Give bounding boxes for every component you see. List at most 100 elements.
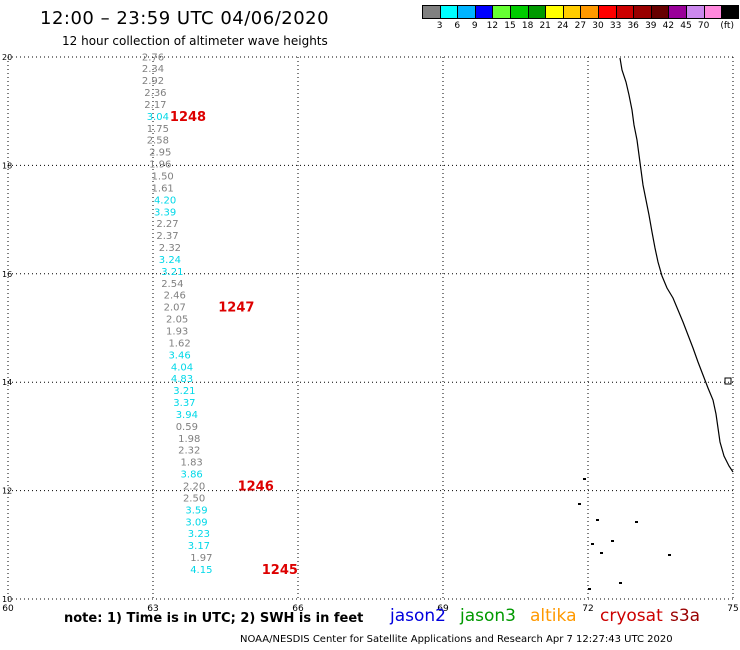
color-scale-label: 6 <box>454 21 461 31</box>
island <box>668 554 671 556</box>
longitude-tick-label: 69 <box>437 604 449 614</box>
swh-label: 3.94 <box>176 410 198 421</box>
time-label: 1245 <box>262 563 298 578</box>
longitude-tick-label: 63 <box>147 604 158 614</box>
swh-label: 4.04 <box>171 362 193 373</box>
credit-line: NOAA/NESDIS Center for Satellite Applica… <box>240 634 673 645</box>
swh-label: 1.97 <box>190 553 212 564</box>
latitude-tick-label: 20 <box>2 53 12 62</box>
color-swatch <box>422 5 440 19</box>
swh-label: 1.83 <box>181 458 203 469</box>
swh-label: 2.36 <box>144 88 166 99</box>
island <box>578 503 581 505</box>
swh-label: 1.96 <box>149 160 171 171</box>
color-scale-label: 30 <box>592 21 604 31</box>
color-scale-label: 42 <box>662 21 675 31</box>
page-subtitle: 12 hour collection of altimeter wave hei… <box>62 34 328 48</box>
color-scale-label: 70 <box>697 21 710 31</box>
swh-label: 2.58 <box>147 136 169 147</box>
color-scale-label: 45 <box>680 21 692 31</box>
island <box>611 540 614 542</box>
time-label: 1246 <box>238 480 274 495</box>
color-swatch <box>633 5 651 19</box>
color-scale-label: 27 <box>574 21 587 31</box>
color-swatch <box>650 5 669 19</box>
swh-label: 3.09 <box>185 517 207 528</box>
swh-label: 1.61 <box>152 183 174 194</box>
island <box>635 521 638 523</box>
swh-label: 2.54 <box>161 279 183 290</box>
swh-label: 3.37 <box>173 398 195 409</box>
swh-label: 3.21 <box>161 267 183 278</box>
footer-note: note: 1) Time is in UTC; 2) SWH is in fe… <box>64 611 364 626</box>
swh-label: 2.32 <box>159 243 181 254</box>
color-swatch <box>685 5 704 19</box>
island <box>583 478 586 480</box>
color-swatch <box>509 5 528 19</box>
swh-label: 2.46 <box>164 291 186 302</box>
color-swatch <box>668 5 686 19</box>
color-scale-label: 33 <box>609 21 622 31</box>
swh-label: 1.62 <box>168 338 190 349</box>
swh-label: 3.21 <box>173 386 195 397</box>
time-label: 1247 <box>218 301 254 316</box>
color-swatch <box>439 5 458 19</box>
longitude-tick-label: 60 <box>2 604 14 614</box>
swh-label: 2.17 <box>144 100 166 111</box>
color-swatch <box>474 5 493 19</box>
swh-label: 1.93 <box>166 327 188 338</box>
color-scale-label: 9 <box>471 21 478 31</box>
latitude-tick-label: 14 <box>2 378 12 387</box>
legend-item-cryosat: cryosat <box>600 606 663 626</box>
swh-label: 3.39 <box>154 207 176 218</box>
island <box>596 519 599 521</box>
color-scale-label: 12 <box>486 21 499 31</box>
color-scale-label: 39 <box>645 21 657 31</box>
swh-label: 2.95 <box>149 148 171 159</box>
swh-label: 1.75 <box>147 124 169 135</box>
legend-item-jason3: jason3 <box>460 606 516 626</box>
latitude-tick-label: 10 <box>2 595 12 604</box>
color-swatch <box>703 5 722 19</box>
coastline <box>619 57 734 473</box>
color-swatch <box>562 5 581 19</box>
swh-label: 0.59 <box>176 422 198 433</box>
longitude-tick-label: 72 <box>582 604 593 614</box>
color-swatch <box>527 5 546 19</box>
island <box>600 552 603 554</box>
swh-label: 2.07 <box>164 303 186 314</box>
swh-label: 4.15 <box>190 565 212 576</box>
color-scale-label: 3 <box>436 21 443 31</box>
swh-label: 1.98 <box>178 434 200 445</box>
color-swatch <box>580 5 598 19</box>
swh-label: 3.86 <box>181 470 203 481</box>
swh-label: 3.24 <box>159 255 181 266</box>
swh-label: 2.20 <box>183 482 205 493</box>
color-scale-unit: (ft) <box>720 21 734 31</box>
island <box>724 377 732 385</box>
swh-label: 2.05 <box>166 315 188 326</box>
swh-label: 2.92 <box>142 76 164 87</box>
island <box>619 582 622 584</box>
swh-label: 3.59 <box>185 505 207 516</box>
color-scale-label: 21 <box>539 21 551 31</box>
swh-label: 3.46 <box>168 350 190 361</box>
color-swatch <box>492 5 510 19</box>
swh-label: 1.50 <box>152 171 174 182</box>
color-swatch <box>597 5 616 19</box>
color-swatch <box>615 5 634 19</box>
longitude-tick-label: 66 <box>292 604 304 614</box>
swh-label: 2.34 <box>142 64 164 75</box>
swh-label: 2.27 <box>156 219 178 230</box>
swh-label: 2.32 <box>178 446 200 457</box>
time-label: 1248 <box>170 110 206 125</box>
swh-label: 4.83 <box>171 374 193 385</box>
swh-label: 4.20 <box>154 195 176 206</box>
longitude-tick-label: 75 <box>727 604 738 614</box>
legend-item-jason2: jason2 <box>390 606 446 626</box>
latitude-tick-label: 16 <box>2 270 12 279</box>
swh-label: 2.37 <box>156 231 178 242</box>
swh-label: 3.23 <box>188 529 210 540</box>
